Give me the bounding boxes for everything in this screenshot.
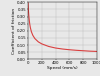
Y-axis label: Coefficient of friction: Coefficient of friction xyxy=(12,8,16,54)
X-axis label: Speed (mm/s): Speed (mm/s) xyxy=(47,66,78,70)
